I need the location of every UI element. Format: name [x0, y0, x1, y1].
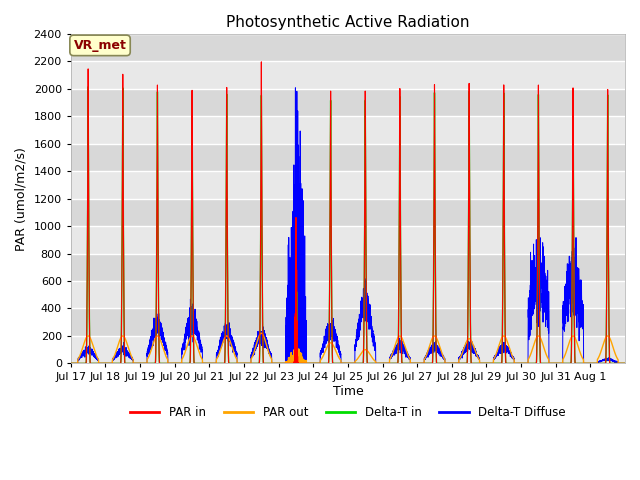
PAR in [237, 360, 245, 366]
PAR out [67, 360, 75, 366]
PAR in [211, 360, 218, 366]
Delta-T in [483, 360, 491, 366]
Delta-T Diffuse [211, 360, 218, 366]
Delta-T Diffuse [292, 85, 300, 91]
Y-axis label: PAR (umol/m2/s): PAR (umol/m2/s) [15, 147, 28, 251]
Delta-T in [316, 360, 323, 366]
PAR out [621, 360, 629, 366]
Line: PAR out: PAR out [71, 333, 625, 363]
PAR out [257, 330, 265, 336]
Bar [71, 171, 625, 199]
Line: PAR in: PAR in [71, 62, 625, 363]
Delta-T in [550, 360, 558, 366]
Delta-T Diffuse [86, 347, 94, 352]
PAR out [483, 360, 491, 366]
Bar [71, 336, 625, 363]
Bar [71, 281, 625, 309]
Delta-T Diffuse [67, 360, 75, 366]
PAR in [316, 360, 323, 366]
PAR out [550, 360, 558, 366]
Title: Photosynthetic Active Radiation: Photosynthetic Active Radiation [226, 15, 470, 30]
Bar [71, 61, 625, 89]
PAR out [237, 360, 245, 366]
PAR in [67, 360, 75, 366]
PAR in [86, 360, 94, 366]
PAR out [316, 360, 323, 366]
PAR in [257, 59, 265, 65]
Text: VR_met: VR_met [74, 39, 127, 52]
Bar [71, 226, 625, 253]
Line: Delta-T in: Delta-T in [71, 87, 625, 363]
PAR in [550, 360, 558, 366]
Delta-T in [84, 84, 92, 90]
Delta-T in [621, 360, 629, 366]
PAR out [86, 335, 94, 341]
PAR in [483, 360, 491, 366]
Delta-T in [211, 360, 218, 366]
Legend: PAR in, PAR out, Delta-T in, Delta-T Diffuse: PAR in, PAR out, Delta-T in, Delta-T Dif… [125, 401, 571, 423]
Bar [71, 116, 625, 144]
Line: Delta-T Diffuse: Delta-T Diffuse [71, 88, 625, 363]
Delta-T Diffuse [550, 360, 558, 366]
Delta-T in [67, 360, 75, 366]
Delta-T in [237, 360, 245, 366]
Delta-T Diffuse [237, 360, 245, 366]
PAR in [621, 360, 629, 366]
Delta-T Diffuse [316, 360, 323, 366]
X-axis label: Time: Time [333, 385, 364, 398]
PAR out [211, 360, 218, 366]
Delta-T Diffuse [483, 360, 491, 366]
Delta-T Diffuse [621, 360, 629, 366]
Delta-T in [86, 360, 94, 366]
